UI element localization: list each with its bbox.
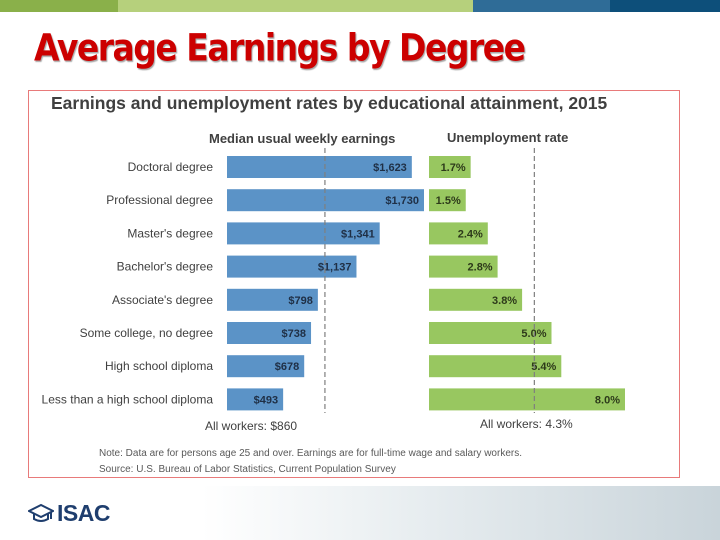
- earnings-bar-some-college-no-degree: [227, 322, 312, 344]
- unemployment-bar-associate-s-degree: [429, 288, 523, 311]
- earnings-value-master-s-degree: $1,341: [341, 228, 375, 240]
- earnings-bar-less-than-a-high-school-diploma: [227, 388, 284, 411]
- earnings-header: Median usual weekly earnings: [209, 131, 395, 146]
- top-bar-segment-navy: [610, 0, 720, 12]
- unemployment-bar-master-s-degree: [429, 222, 488, 245]
- category-label-professional-degree: Professional degree: [106, 193, 213, 207]
- chart-note: Note: Data are for persons age 25 and ov…: [99, 448, 522, 459]
- earnings-value-associate-s-degree: $798: [288, 295, 312, 307]
- earnings-bar-doctoral-degree: [227, 156, 412, 178]
- top-accent-bar: [0, 0, 720, 12]
- slide-title: Average Earnings by Degree: [34, 26, 526, 70]
- category-label-associate-s-degree: Associate's degree: [112, 293, 213, 307]
- category-label-less-than-a-high-school-diploma: Less than a high school diploma: [42, 392, 214, 406]
- earnings-reference-label: All workers: $860: [205, 419, 297, 433]
- earnings-value-doctoral-degree: $1,623: [373, 162, 407, 174]
- earnings-bar-bachelor-s-degree: [227, 255, 357, 278]
- logo-text: ISAC: [57, 500, 110, 526]
- graduation-cap-icon: [28, 503, 54, 522]
- unemployment-bar-less-than-a-high-school-diploma: [429, 388, 625, 411]
- footer-band: [0, 486, 720, 540]
- category-label-high-school-diploma: High school diploma: [105, 359, 213, 373]
- unemployment-value-bachelor-s-degree: 2.8%: [468, 262, 493, 274]
- earnings-value-some-college-no-degree: $738: [282, 328, 306, 340]
- unemployment-bar-some-college-no-degree: [429, 322, 552, 344]
- category-label-some-college-no-degree: Some college, no degree: [80, 326, 214, 340]
- unemployment-value-doctoral-degree: 1.7%: [441, 162, 466, 174]
- top-bar-segment-lightgreen: [118, 0, 473, 12]
- earnings-bar-associate-s-degree: [227, 288, 318, 311]
- isac-logo: ISAC: [28, 500, 110, 527]
- unemployment-value-professional-degree: 1.5%: [436, 195, 461, 207]
- unemployment-bar-high-school-diploma: [429, 355, 562, 378]
- unemployment-value-associate-s-degree: 3.8%: [492, 295, 517, 307]
- top-bar-segment-green: [0, 0, 118, 12]
- category-label-bachelor-s-degree: Bachelor's degree: [117, 260, 214, 274]
- earnings-value-bachelor-s-degree: $1,137: [318, 262, 352, 274]
- unemployment-value-high-school-diploma: 5.4%: [531, 361, 556, 373]
- unemployment-bar-professional-degree: [429, 189, 466, 212]
- chart-title: Earnings and unemployment rates by educa…: [51, 93, 608, 113]
- top-bar-segment-blue: [473, 0, 610, 12]
- category-label-doctoral-degree: Doctoral degree: [128, 160, 214, 174]
- chart-marks: Doctoral degree $1,623 1.7% Professional de…: [42, 148, 625, 413]
- unemployment-header: Unemployment rate: [447, 130, 568, 145]
- chart-source: Source: U.S. Bureau of Labor Statistics,…: [99, 464, 396, 475]
- category-label-master-s-degree: Master's degree: [127, 226, 213, 240]
- unemployment-value-less-than-a-high-school-diploma: 8.0%: [595, 394, 620, 406]
- earnings-value-professional-degree: $1,730: [385, 195, 419, 207]
- earnings-bar-master-s-degree: [227, 222, 380, 245]
- earnings-value-high-school-diploma: $678: [275, 361, 299, 373]
- unemployment-bar-bachelor-s-degree: [429, 255, 498, 278]
- unemployment-bar-doctoral-degree: [429, 156, 471, 178]
- unemployment-value-master-s-degree: 2.4%: [458, 228, 483, 240]
- chart-svg: Earnings and unemployment rates by educa…: [42, 93, 625, 475]
- earnings-value-less-than-a-high-school-diploma: $493: [254, 394, 278, 406]
- unemployment-reference-label: All workers: 4.3%: [480, 417, 573, 431]
- earnings-bar-high-school-diploma: [227, 355, 305, 378]
- chart-figure: Earnings and unemployment rates by educa…: [28, 90, 680, 478]
